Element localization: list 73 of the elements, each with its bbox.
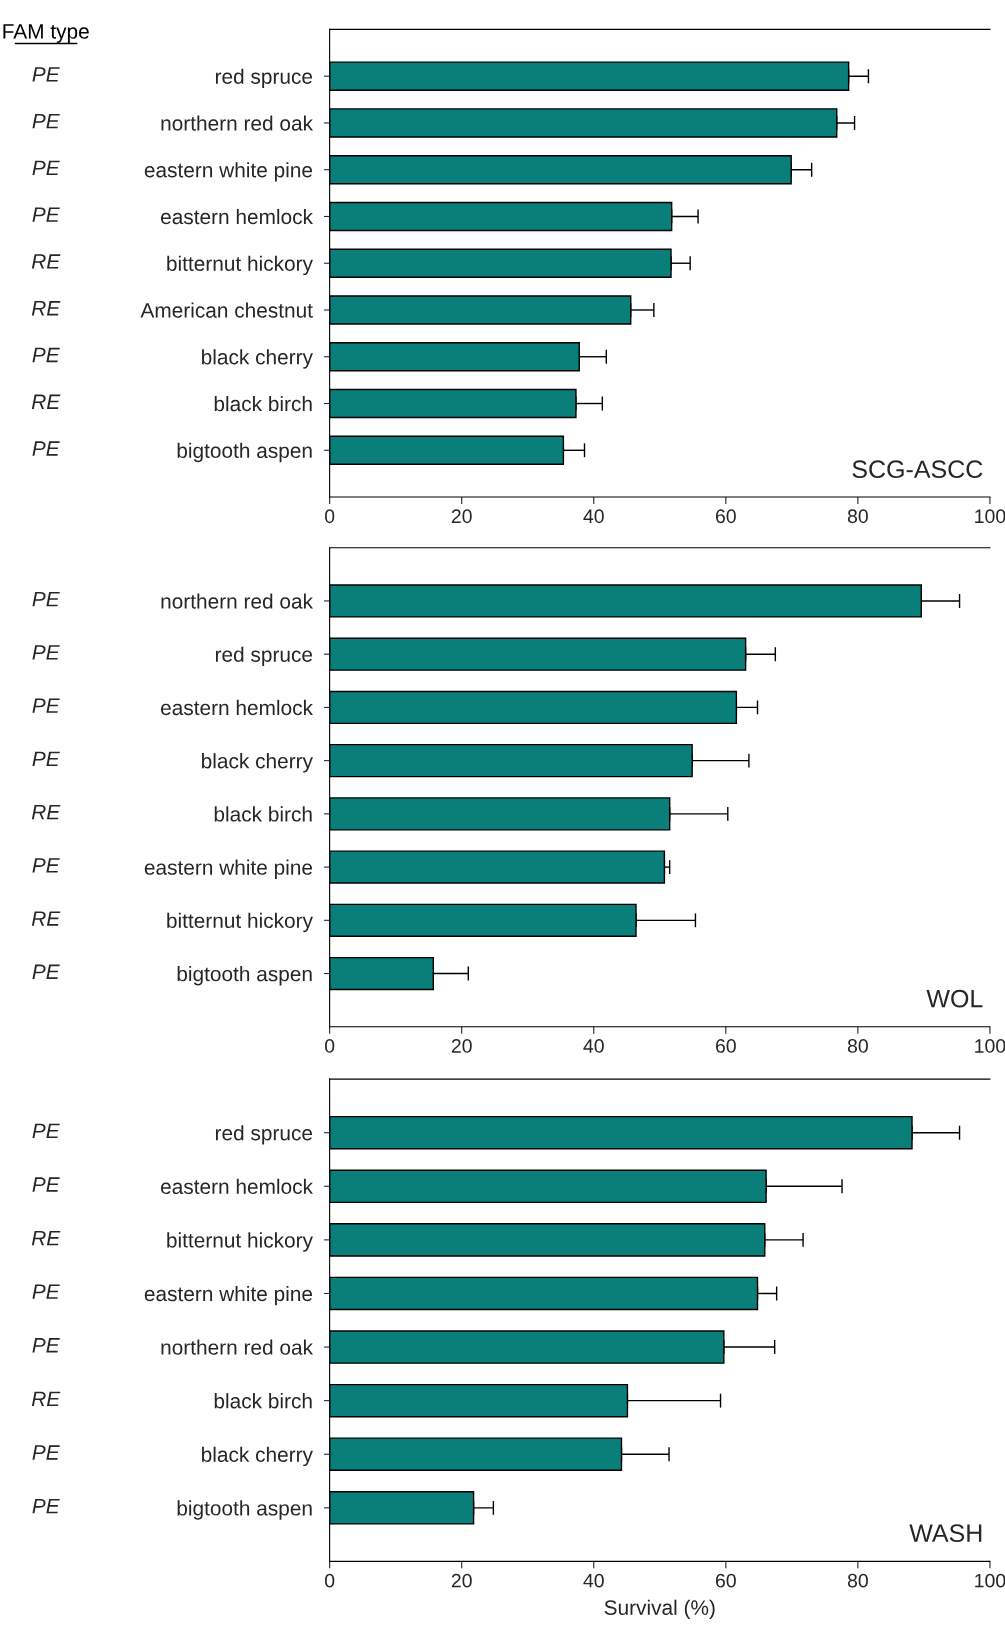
y-tick-label: black cherry	[202, 753, 313, 773]
y2-tick-label: PE	[32, 1445, 60, 1460]
y2-tick-label: PE	[32, 1498, 60, 1514]
y-tick-label: eastern hemlock	[161, 699, 314, 716]
y-tick-label: northern red oak	[161, 115, 314, 131]
annotation: WOL	[926, 989, 983, 1008]
y2-tick-label: RE	[31, 1391, 61, 1407]
y-tick-label: northern red oak	[161, 1339, 314, 1355]
x-tick-label: 0	[324, 1573, 335, 1588]
y-tick-label: northern red oak	[161, 593, 314, 609]
y-tick-label: bitternut hickory	[167, 912, 313, 933]
y-tick-label: eastern hemlock	[161, 208, 314, 225]
y-tick-label: eastern white pine	[144, 859, 313, 879]
y-tick-label: bigtooth aspen	[177, 442, 312, 463]
y-tick-label: bigtooth aspen	[177, 966, 312, 986]
y-tick-label: red spruce	[215, 646, 313, 667]
x-tick-label: 100	[975, 509, 1005, 524]
y-tick-label: black cherry	[202, 349, 313, 369]
y2-tick-label: RE	[31, 254, 61, 269]
y-tick-label: black birch	[214, 395, 312, 412]
x-tick-label: 40	[583, 509, 604, 524]
x-tick-label: 20	[451, 1573, 472, 1588]
y2-tick-label: PE	[32, 751, 60, 767]
y2-axis-title: FAM type	[3, 24, 89, 43]
y2-tick-label: RE	[31, 1230, 61, 1246]
y2-tick-label: RE	[31, 301, 61, 316]
y2-tick-label: PE	[32, 1338, 60, 1353]
y-tick-label: bigtooth aspen	[177, 1500, 312, 1520]
y-tick-label: black birch	[214, 806, 312, 822]
x-tick-label: 40	[583, 1039, 604, 1053]
x-tick-label: 80	[847, 1573, 868, 1588]
x-tick-label: 100	[975, 1039, 1005, 1053]
x-tick-label: 40	[583, 1573, 604, 1588]
x-tick-label: 60	[715, 1573, 736, 1588]
y2-tick-label: PE	[32, 1284, 60, 1299]
annotation: WASH	[909, 1524, 982, 1543]
y2-tick-label: RE	[31, 394, 61, 409]
y-tick-label: eastern white pine	[144, 1285, 313, 1306]
y2-tick-label: PE	[32, 1177, 60, 1192]
x-tick-label: 0	[324, 1039, 335, 1053]
y-tick-label: black birch	[214, 1393, 312, 1409]
x-tick-label: 0	[324, 509, 335, 524]
x-axis-title: Survival (%)	[604, 1599, 715, 1620]
y-tick-label: bitternut hickory	[167, 1232, 313, 1252]
y-tick-label: red spruce	[215, 1125, 313, 1145]
y-tick-label: eastern hemlock	[161, 1178, 314, 1195]
x-tick-label: 60	[715, 509, 736, 524]
y2-tick-label: PE	[32, 441, 60, 456]
y2-tick-label: PE	[32, 1123, 60, 1139]
x-tick-label: 80	[847, 509, 868, 524]
y2-tick-label: PE	[32, 592, 60, 607]
y2-tick-label: PE	[32, 858, 60, 873]
y-tick-label: red spruce	[215, 68, 313, 89]
y2-tick-label: PE	[32, 207, 60, 222]
y-tick-label: black cherry	[202, 1446, 313, 1467]
y2-tick-label: RE	[31, 911, 61, 926]
x-tick-label: 60	[715, 1039, 736, 1053]
y2-tick-label: PE	[32, 160, 60, 176]
y2-tick-label: RE	[31, 804, 61, 820]
x-tick-label: 20	[451, 509, 472, 524]
y2-tick-label: PE	[32, 67, 60, 82]
y2-tick-label: PE	[32, 645, 60, 660]
annotation: SCG-ASCC	[852, 460, 983, 479]
y2-tick-label: PE	[32, 347, 60, 363]
y2-tick-label: PE	[32, 114, 60, 129]
y-tick-label: bitternut hickory	[167, 255, 313, 276]
x-tick-label: 100	[975, 1573, 1005, 1588]
y-tick-label: eastern white pine	[144, 162, 313, 182]
y-tick-label: American chestnut	[140, 302, 313, 318]
y2-tick-label: PE	[32, 964, 60, 979]
x-tick-label: 80	[847, 1039, 868, 1053]
x-tick-label: 20	[451, 1039, 472, 1053]
y2-tick-label: PE	[32, 698, 60, 713]
